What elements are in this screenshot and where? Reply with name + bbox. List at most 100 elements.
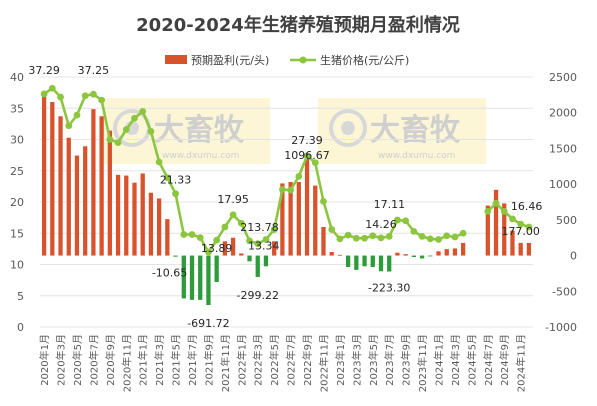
data-label: -10.65 [152, 267, 187, 280]
data-label: 16.46 [511, 200, 543, 213]
price-point [213, 236, 221, 244]
x-axis-tick: 2022年3月 [252, 334, 265, 386]
data-label: -299.22 [237, 289, 279, 302]
price-point [98, 96, 106, 104]
price-point [377, 234, 385, 242]
profit-bar [239, 253, 244, 256]
profit-bar [304, 154, 310, 256]
price-point [205, 248, 212, 256]
legend-label-price: 生猪价格(元/公斤) [320, 53, 409, 67]
price-point [114, 139, 122, 147]
profit-bar [444, 249, 449, 256]
x-axis-tick: 2021年9月 [202, 334, 215, 386]
price-point [139, 107, 147, 115]
x-axis-tick: 2022年5月 [268, 334, 281, 386]
price-point [106, 136, 114, 143]
profit-bar [222, 241, 228, 256]
right-axis-tick: 2000 [549, 107, 577, 120]
price-point [48, 84, 56, 92]
watermarks: 大畜牧 www.dxumu.com 大畜牧 www.dxumu.com [102, 98, 486, 164]
profit-bar [461, 242, 466, 256]
profit-bar [411, 255, 416, 257]
price-point [385, 232, 393, 240]
profit-bar [263, 255, 269, 267]
x-axis-tick: 2020年3月 [55, 334, 68, 386]
data-label: 37.29 [28, 64, 60, 77]
profit-bar [345, 255, 351, 267]
left-axis-tick: 15 [10, 227, 24, 240]
right-axis-tick: 500 [556, 214, 577, 227]
data-label: 13.34 [248, 240, 280, 253]
profit-bar [157, 198, 162, 256]
watermark-url: www.dxumu.com [378, 151, 455, 161]
annotations: 37.29 37.25 21.33 -10.65 13.89 -691.72 17.95 21… [28, 64, 542, 330]
price-point [237, 219, 245, 227]
x-axis: 2020年1月 2020年3月 2020年5月 2020年7月 2020年9月 2020年… [38, 334, 528, 392]
x-axis-tick: 2024年1月 [433, 334, 446, 386]
price-point [147, 127, 155, 135]
data-label: 213.78 [240, 221, 279, 234]
price-point [328, 226, 336, 233]
price-point [344, 231, 352, 239]
legend: 预期盈利(元/头) 生猪价格(元/公斤) [165, 53, 409, 67]
price-point [122, 126, 130, 133]
profit-bar [493, 189, 499, 256]
x-axis-tick: 2024年11月 [515, 334, 528, 392]
profit-bar [337, 254, 343, 256]
profit-bar [387, 255, 392, 272]
price-point [65, 122, 73, 130]
data-label: 177.00 [501, 225, 540, 238]
x-axis-tick: 2022年11月 [317, 334, 330, 392]
profit-bar [510, 230, 515, 256]
profit-bar [362, 255, 367, 267]
price-point [492, 199, 500, 207]
profit-bar [41, 91, 47, 256]
price-point [90, 90, 97, 98]
price-point [336, 235, 344, 243]
profit-bar [107, 130, 112, 256]
data-label: 1096.67 [284, 149, 330, 162]
price-point [131, 114, 138, 122]
price-point [426, 235, 434, 243]
price-point [155, 158, 163, 166]
price-point [278, 186, 286, 193]
profit-bar [272, 241, 277, 256]
price-point [418, 232, 426, 240]
profit-bar [74, 155, 80, 256]
profit-bar [329, 252, 334, 256]
gridlines [40, 76, 533, 328]
data-label: 27.39 [291, 134, 323, 147]
data-label: 14.26 [365, 218, 397, 231]
profit-bar [206, 255, 211, 305]
data-label: -691.72 [187, 317, 229, 330]
price-point [196, 234, 204, 242]
x-axis-tick: 2021年7月 [186, 334, 199, 386]
price-point [410, 227, 418, 235]
price-point [303, 152, 311, 160]
profit-bar [436, 251, 441, 256]
profit-bar [124, 175, 129, 256]
price-point [229, 211, 237, 219]
bars [41, 91, 532, 305]
x-axis-tick: 2021年1月 [137, 334, 150, 386]
watermark-1: 大畜牧 www.dxumu.com [102, 98, 270, 164]
profit-bar [485, 205, 490, 256]
x-axis-tick: 2020年7月 [87, 334, 100, 386]
price-line-segment [43, 86, 464, 254]
left-axis-tick: 20 [10, 196, 24, 209]
profit-bar [526, 242, 532, 256]
x-axis-tick: 2021年5月 [170, 334, 183, 386]
price-point [500, 207, 508, 215]
price-point [287, 186, 295, 194]
x-axis-tick: 2021年3月 [153, 334, 166, 386]
left-axis-tick: 5 [17, 290, 24, 303]
profit-bar [50, 102, 55, 256]
right-axis-tick: -500 [552, 285, 577, 298]
price-point [73, 111, 81, 119]
left-axis-tick: 25 [10, 165, 24, 178]
x-axis-tick: 2023年7月 [383, 334, 396, 386]
x-axis-tick: 2020年5月 [71, 334, 84, 386]
data-label: 21.33 [160, 174, 192, 187]
legend-label-profit: 预期盈利(元/头) [191, 54, 269, 67]
